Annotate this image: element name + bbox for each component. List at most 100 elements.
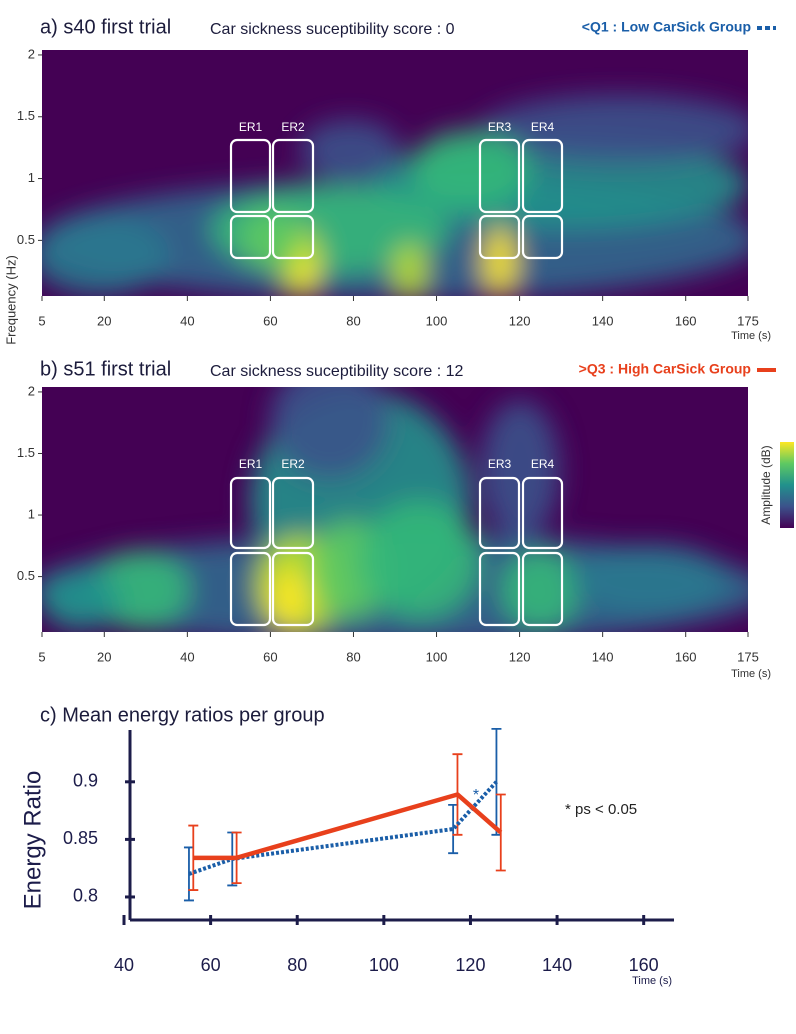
y-axis-label: Frequency (Hz) [3,255,18,345]
region-label: ER4 [531,457,555,471]
x-tick-label: 120 [509,649,531,664]
region-box [271,476,315,550]
x-axis-label: Time (s) [632,975,672,987]
heatmap-blob [360,500,480,620]
heatmap-blob [480,400,560,540]
y-tick-label: 0.5 [17,568,35,583]
region-label: ER2 [281,120,305,134]
region-box [521,214,564,260]
region-box [271,214,315,260]
heatmap-blobs [42,387,748,632]
x-tick-label: 80 [287,955,307,975]
x-axis-label: Time (s) [731,668,771,680]
error-bar [448,803,459,855]
heatmap-blob [480,95,748,165]
annotation: * ps < 0.05 [565,801,637,818]
x-axis-label: Time (s) [731,330,771,342]
x-tick-label: 100 [426,313,448,328]
annotation-star: * [473,787,479,804]
x-tick-label: 60 [263,313,277,328]
heatmap-blob [570,545,730,615]
x-tick-label: 120 [509,313,531,328]
y-tick-label: 1 [28,506,35,521]
region-box [229,214,272,260]
x-tick-label: 20 [97,313,111,328]
y-tick-label: 1.5 [17,108,35,123]
colorbar [780,442,794,528]
y-tick-label: 0.85 [63,828,98,848]
x-tick-label: 5 [38,649,45,664]
y-tick-label: 1 [28,170,35,185]
y-tick-label: 2 [28,46,35,61]
region-box [229,138,272,214]
y-tick-label: 2 [28,383,35,398]
x-tick-label: 60 [263,649,277,664]
chart-title: b) s51 first trial [40,358,171,380]
heatmap-blob [295,253,315,296]
error-bar [188,824,199,891]
y-tick-label: 0.9 [73,771,98,791]
region-label: ER2 [281,457,305,471]
x-tick-label: 40 [114,955,134,975]
region-label: ER1 [239,457,263,471]
y-tick-label: 0.8 [73,886,98,906]
heatmap [42,387,748,632]
region-label: ER4 [531,120,555,134]
x-tick-label: 140 [592,313,614,328]
heatmap-blob [42,570,120,630]
x-tick-label: 100 [369,955,399,975]
x-tick-label: 160 [675,649,697,664]
x-tick-label: 140 [592,649,614,664]
region-box [521,476,564,550]
x-tick-label: 40 [180,313,194,328]
region-box [478,214,521,260]
series-line [188,780,498,876]
y-tick-label: 0.5 [17,232,35,247]
region-label: ER3 [488,457,512,471]
region-box [521,551,564,627]
x-tick-label: 100 [426,649,448,664]
error-bar [495,793,506,872]
x-tick-label: 20 [97,649,111,664]
x-tick-label: 160 [675,313,697,328]
x-tick-label: 60 [201,955,221,975]
region-label: ER3 [488,120,512,134]
heatmap-blob [300,120,400,180]
chart-subtitle: Car sickness suceptibility score : 0 [210,21,455,38]
heatmap-blob [392,244,428,296]
series-line [193,792,503,861]
region-box [271,138,315,214]
y-axis-label: Energy Ratio [19,771,46,910]
region-box [478,476,521,550]
region-box [521,138,564,214]
heatmap-blob [270,568,310,628]
x-tick-label: 175 [737,313,759,328]
heatmap-blob [500,550,580,630]
x-tick-label: 160 [629,955,659,975]
x-tick-label: 140 [542,955,572,975]
heatmap-blob [410,130,530,210]
legend-label: >Q3 : High CarSick Group [579,361,751,377]
heatmap-blob [482,227,518,296]
region-box [478,551,521,627]
legend-label: <Q1 : Low CarSick Group [582,19,751,35]
x-tick-label: 5 [38,313,45,328]
heatmap-blob [270,387,390,480]
x-tick-label: 40 [180,649,194,664]
chart-title: a) s40 first trial [40,16,171,38]
region-box [229,551,272,627]
x-tick-label: 175 [737,649,759,664]
x-tick-label: 80 [346,649,360,664]
chart-subtitle: Car sickness suceptibility score : 12 [210,363,464,380]
heatmap-blob [42,215,170,295]
region-label: ER1 [239,120,263,134]
colorbar-label: Amplitude (dB) [759,445,773,524]
x-tick-label: 80 [346,313,360,328]
y-tick-label: 1.5 [17,445,35,460]
x-tick-label: 120 [455,955,485,975]
region-box [478,138,521,214]
chart-title: c) Mean energy ratios per group [40,704,325,726]
region-box [271,551,315,627]
